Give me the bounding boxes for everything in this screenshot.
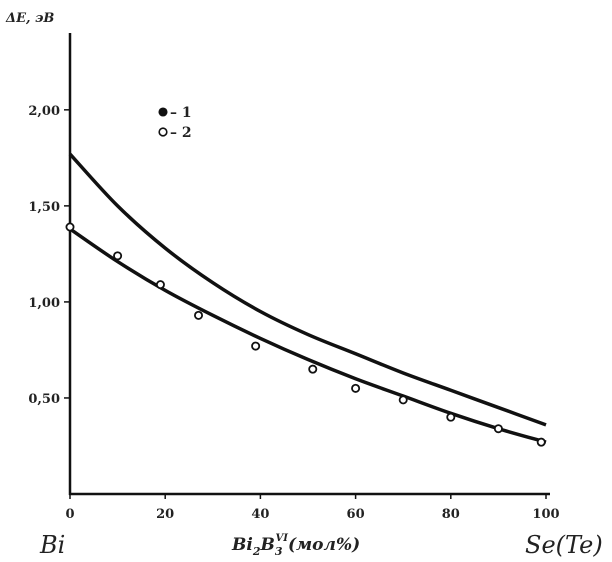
x-axis-label-sup: VI xyxy=(276,533,289,544)
x-axis-label-mid: B xyxy=(259,535,274,555)
y-axis-label: ΔE, эВ xyxy=(5,11,54,26)
y-tick-label: 1,00 xyxy=(28,296,60,311)
legend-label-2: – 2 xyxy=(170,125,192,141)
series-2-point xyxy=(398,395,408,405)
series-2-point xyxy=(446,412,456,422)
x-axis-label-prefix: Bi xyxy=(231,535,253,555)
legend-marker-open xyxy=(158,127,168,137)
x-tick-label: 40 xyxy=(251,507,269,522)
x-tick-label: 100 xyxy=(532,507,559,522)
series-2-point xyxy=(351,383,361,393)
x-axis-label: Bi2B3VI(мол%) xyxy=(231,533,360,558)
x-tick-label: 20 xyxy=(156,507,174,522)
y-tick-label: 0,50 xyxy=(28,392,60,407)
series-2-point xyxy=(251,341,261,351)
x-tick-label: 60 xyxy=(347,507,365,522)
legend: – 1– 2 xyxy=(158,105,192,141)
left-endmember-label: Bi xyxy=(39,531,65,559)
x-axis-label-sub2: 3 xyxy=(275,545,283,558)
series-2-point xyxy=(113,251,123,261)
series-2-point xyxy=(65,222,75,232)
axes xyxy=(68,33,550,496)
series-2-point xyxy=(536,437,546,447)
legend-marker-filled xyxy=(158,107,168,117)
x-tick-label: 80 xyxy=(442,507,460,522)
series-1-line xyxy=(68,152,547,427)
x-tick-label: 0 xyxy=(65,507,74,522)
ticks: 0 20 40 60 80 100 0,50 1,00 1,50 2,00 xyxy=(28,104,559,522)
series-2-line xyxy=(69,227,547,444)
series-2-point xyxy=(493,424,503,434)
series-2-point xyxy=(194,310,204,320)
x-axis-label-sub: 2 xyxy=(252,545,261,558)
series-2-point xyxy=(155,280,165,290)
legend-label-1: – 1 xyxy=(170,105,192,121)
series xyxy=(65,152,547,447)
y-tick-label: 2,00 xyxy=(28,104,60,119)
x-axis-label-suffix: (мол%) xyxy=(288,535,360,555)
series-2-point xyxy=(308,364,318,374)
y-tick-label: 1,50 xyxy=(28,200,60,215)
right-endmember-label: Se(Te) xyxy=(525,531,603,559)
